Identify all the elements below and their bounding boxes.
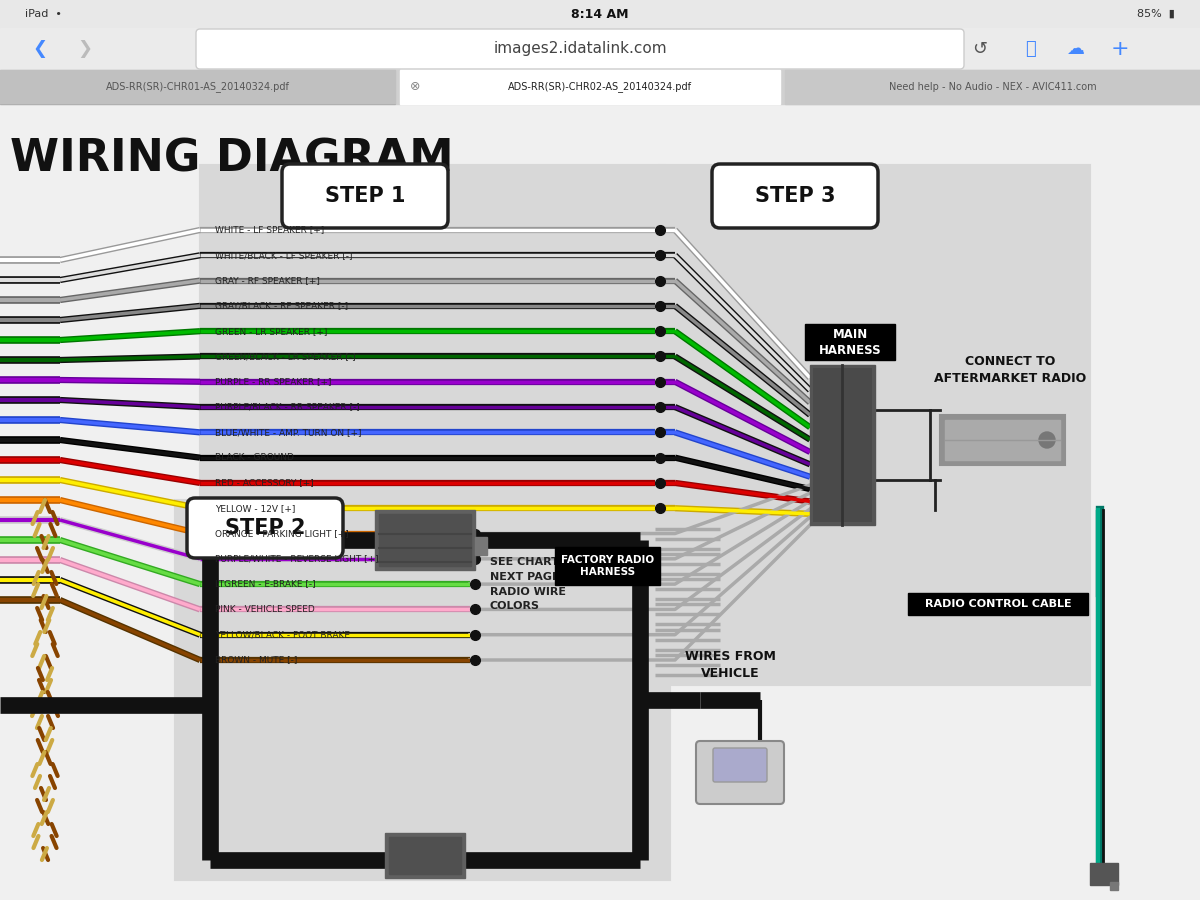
- Bar: [175, 500, 670, 880]
- Text: ADS-RR(SR)-CHR01-AS_20140324.pdf: ADS-RR(SR)-CHR01-AS_20140324.pdf: [106, 82, 289, 93]
- Text: ❮: ❮: [32, 40, 48, 58]
- Text: RADIO CONTROL CABLE: RADIO CONTROL CABLE: [925, 599, 1072, 609]
- Text: GREEN - LR SPEAKER [+]: GREEN - LR SPEAKER [+]: [215, 327, 328, 336]
- Text: iPad  •: iPad •: [25, 9, 62, 19]
- Text: images2.idatalink.com: images2.idatalink.com: [493, 41, 667, 57]
- Bar: [0, 70, 395, 104]
- FancyBboxPatch shape: [814, 368, 872, 522]
- Text: CONNECT TO
AFTERMARKET RADIO: CONNECT TO AFTERMARKET RADIO: [934, 355, 1086, 385]
- Bar: [0, 70, 1200, 104]
- Bar: [940, 415, 1066, 465]
- Text: ADS-RR(SR)-CHR02-AS_20140324.pdf: ADS-RR(SR)-CHR02-AS_20140324.pdf: [508, 82, 692, 93]
- Text: YELLOW - 12V [+]: YELLOW - 12V [+]: [215, 504, 295, 513]
- Bar: [1110, 882, 1118, 890]
- Bar: [660, 165, 1090, 685]
- Text: ☁: ☁: [1066, 40, 1084, 58]
- Bar: [908, 593, 1088, 615]
- Text: ❯: ❯: [78, 40, 92, 58]
- Bar: [374, 510, 475, 570]
- Bar: [379, 514, 470, 566]
- Text: +: +: [1111, 39, 1129, 59]
- Text: BROWN - MUTE [-]: BROWN - MUTE [-]: [215, 655, 298, 664]
- Bar: [0, 28, 1200, 70]
- Bar: [400, 70, 780, 104]
- Text: GREEN/BLACK - LR SPEAKER [-]: GREEN/BLACK - LR SPEAKER [-]: [215, 352, 355, 361]
- Bar: [810, 365, 875, 525]
- Text: PURPLE/BLACK - RR SPEAKER [-]: PURPLE/BLACK - RR SPEAKER [-]: [215, 402, 360, 411]
- Text: STEP 1: STEP 1: [325, 186, 406, 206]
- Text: ⊗: ⊗: [409, 80, 420, 94]
- Text: PURPLE - RR SPEAKER [+]: PURPLE - RR SPEAKER [+]: [215, 377, 331, 386]
- Bar: [785, 70, 1200, 104]
- Text: BLACK - GROUND: BLACK - GROUND: [215, 453, 294, 462]
- Bar: [0, 0, 1200, 28]
- FancyBboxPatch shape: [696, 741, 784, 804]
- Bar: [385, 833, 466, 878]
- Text: 8:14 AM: 8:14 AM: [571, 7, 629, 21]
- Text: Need help - No Audio - NEX - AVIC411.com: Need help - No Audio - NEX - AVIC411.com: [889, 82, 1097, 92]
- FancyBboxPatch shape: [196, 29, 964, 69]
- Text: STEP 3: STEP 3: [755, 186, 835, 206]
- Text: BLUE/WHITE - AMP. TURN ON [+]: BLUE/WHITE - AMP. TURN ON [+]: [215, 428, 361, 436]
- Text: PINK - VEHICLE SPEED: PINK - VEHICLE SPEED: [215, 605, 314, 614]
- Text: WIRING DIAGRAM: WIRING DIAGRAM: [10, 138, 454, 181]
- Text: ↺: ↺: [972, 40, 988, 58]
- Text: MAIN
HARNESS: MAIN HARNESS: [818, 328, 881, 356]
- Text: WIRES FROM
VEHICLE: WIRES FROM VEHICLE: [684, 650, 775, 680]
- FancyBboxPatch shape: [712, 164, 878, 228]
- Text: FACTORY RADIO
HARNESS: FACTORY RADIO HARNESS: [560, 554, 654, 577]
- Text: LTGREEN - E-BRAKE [-]: LTGREEN - E-BRAKE [-]: [215, 580, 316, 589]
- Text: 85%  ▮: 85% ▮: [1138, 9, 1175, 19]
- Bar: [200, 165, 665, 685]
- Text: WHITE/BLACK - LF SPEAKER [-]: WHITE/BLACK - LF SPEAKER [-]: [215, 251, 353, 260]
- Text: WHITE - LF SPEAKER [+]: WHITE - LF SPEAKER [+]: [215, 226, 324, 235]
- Text: STEP 2: STEP 2: [224, 518, 305, 538]
- Text: GRAY/BLACK - RF SPEAKER [-]: GRAY/BLACK - RF SPEAKER [-]: [215, 302, 348, 310]
- FancyBboxPatch shape: [187, 498, 343, 558]
- Bar: [805, 324, 895, 360]
- Bar: [554, 547, 660, 585]
- Text: SEE CHART ON
NEXT PAGE FOR
RADIO WIRE
COLORS: SEE CHART ON NEXT PAGE FOR RADIO WIRE CO…: [490, 557, 589, 611]
- Bar: [1090, 863, 1118, 885]
- Text: RED - ACCESSORY [+]: RED - ACCESSORY [+]: [215, 479, 313, 488]
- Text: YELLOW/BLACK - FOOT BRAKE: YELLOW/BLACK - FOOT BRAKE: [215, 630, 350, 639]
- Bar: [475, 537, 487, 555]
- Bar: [389, 837, 461, 874]
- Bar: [946, 420, 1060, 460]
- Text: ⧈: ⧈: [1025, 40, 1036, 58]
- FancyBboxPatch shape: [713, 748, 767, 782]
- FancyBboxPatch shape: [282, 164, 448, 228]
- Text: ORANGE - PARKING LIGHT [+]: ORANGE - PARKING LIGHT [+]: [215, 529, 349, 538]
- Text: GRAY - RF SPEAKER [+]: GRAY - RF SPEAKER [+]: [215, 276, 320, 285]
- Circle shape: [1039, 432, 1055, 448]
- Text: PURPLE/WHITE - REVERSE LIGHT [+]: PURPLE/WHITE - REVERSE LIGHT [+]: [215, 554, 379, 563]
